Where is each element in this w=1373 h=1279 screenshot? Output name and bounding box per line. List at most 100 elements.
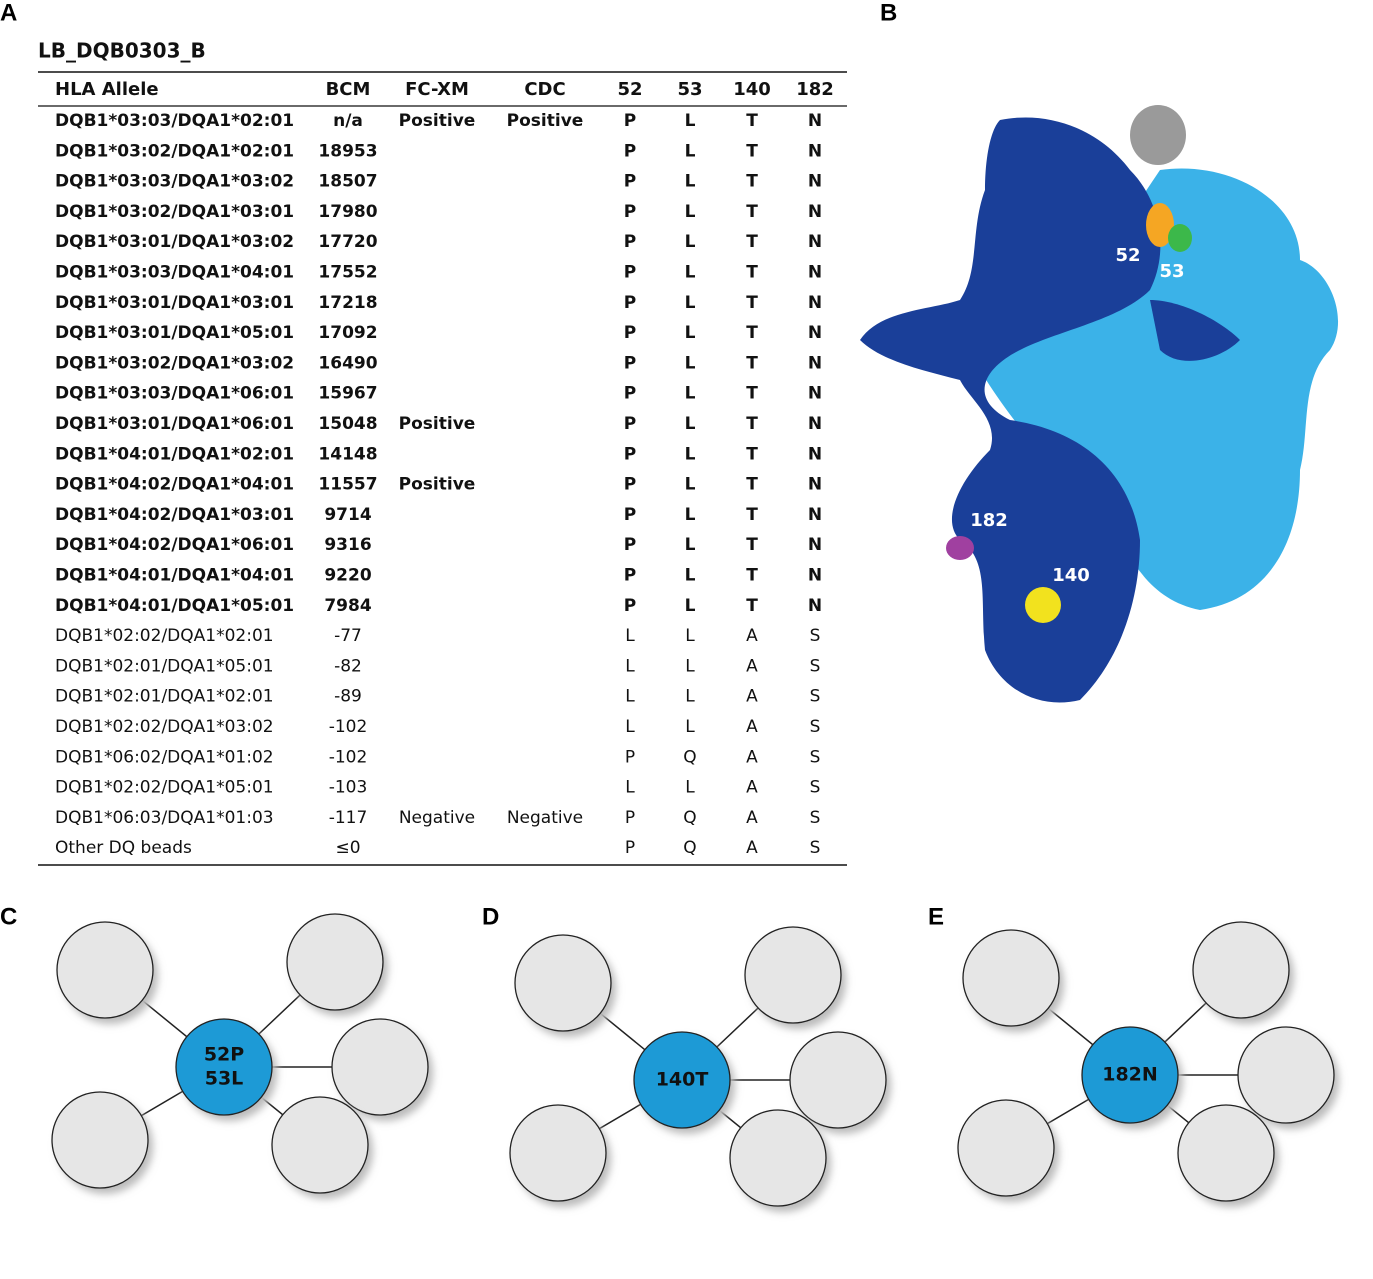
table-cell: Positive	[507, 111, 584, 131]
table-cell: T	[746, 263, 758, 283]
table-cell: DQB1*04:02/DQA1*03:01	[55, 505, 294, 525]
table-cell: Negative	[507, 808, 583, 828]
table-cell: T	[746, 141, 758, 161]
table: HLA Allele BCM FC-XM CDC 52 53 140 182 DQB1*03:0…	[55, 79, 834, 858]
table-cell: Other DQ beads	[55, 838, 192, 858]
table-cell: DQB1*03:02/DQA1*03:02	[55, 353, 294, 373]
center-label: 52P	[204, 1044, 244, 1066]
table-cell: 7984	[324, 596, 371, 616]
table-cell: P	[624, 414, 636, 434]
table-cell: P	[625, 747, 635, 767]
table-cell: A	[746, 778, 758, 798]
residue-182	[946, 536, 974, 560]
table-cell: N	[808, 444, 822, 464]
node	[957, 1099, 1055, 1197]
table-cell: P	[624, 505, 636, 525]
table-cell: L	[685, 414, 696, 434]
residue-label: 140	[1052, 565, 1090, 586]
panel-label: D	[482, 903, 499, 930]
table-cell: T	[746, 535, 758, 555]
chain-dark	[1150, 300, 1240, 361]
table-cell: N	[808, 141, 822, 161]
column-header: 53	[677, 79, 702, 100]
table-cell: L	[685, 626, 695, 646]
center-label: 53L	[205, 1068, 244, 1090]
table-cell: 18507	[318, 172, 377, 192]
table-cell: DQB1*02:01/DQA1*05:01	[55, 656, 274, 676]
table-cell: DQB1*02:02/DQA1*02:01	[55, 626, 274, 646]
table-cell: DQB1*03:03/DQA1*04:01	[55, 263, 294, 283]
table-cell: N	[808, 475, 822, 495]
table-cell: S	[810, 747, 821, 767]
table-cell: L	[685, 384, 696, 404]
table-cell: N	[808, 414, 822, 434]
table-cell: T	[746, 202, 758, 222]
node	[729, 1109, 827, 1207]
table-cell: ≤0	[335, 838, 360, 858]
panel-label: B	[880, 0, 897, 26]
table-cell: P	[624, 202, 636, 222]
ligand	[1130, 105, 1186, 165]
table-cell: 11557	[318, 475, 377, 495]
table-cell: T	[746, 293, 758, 313]
table-cell: P	[624, 596, 636, 616]
protein-structure: 52 53 182 140	[860, 105, 1339, 703]
table-cell: T	[746, 505, 758, 525]
table-cell: T	[746, 596, 758, 616]
node	[962, 929, 1060, 1027]
table-cell: DQB1*04:02/DQA1*04:01	[55, 475, 294, 495]
table-cell: A	[746, 747, 758, 767]
table-cell: P	[624, 263, 636, 283]
table-cell: P	[624, 172, 636, 192]
table-cell: DQB1*04:01/DQA1*04:01	[55, 566, 294, 586]
table-cell: 17218	[318, 293, 377, 313]
table-cell: 17092	[318, 323, 377, 343]
table-cell: L	[685, 717, 695, 737]
residue-label: 53	[1159, 261, 1184, 282]
table-cell: 9714	[324, 505, 371, 525]
table-cell: L	[685, 505, 696, 525]
table-cell: 17720	[318, 232, 377, 252]
table-cell: L	[685, 323, 696, 343]
table-cell: S	[810, 838, 821, 858]
node	[331, 1018, 429, 1116]
panel-label: A	[0, 0, 17, 26]
table-cell: P	[625, 808, 635, 828]
table-cell: A	[746, 808, 758, 828]
table-cell: -103	[329, 778, 368, 798]
table-cell: DQB1*03:03/DQA1*02:01	[55, 111, 294, 131]
table-cell: -89	[334, 687, 362, 707]
table-cell: S	[810, 717, 821, 737]
table-cell: S	[810, 656, 821, 676]
column-header: FC-XM	[405, 79, 469, 100]
table-cell: Positive	[399, 414, 476, 434]
table-cell: P	[624, 293, 636, 313]
residue-label: 52	[1115, 245, 1140, 266]
table-cell: -82	[334, 656, 362, 676]
node	[51, 1091, 149, 1189]
table-cell: N	[808, 232, 822, 252]
residue-140	[1025, 587, 1061, 623]
table-cell: DQB1*03:03/DQA1*06:01	[55, 384, 294, 404]
table-cell: L	[685, 444, 696, 464]
table-cell: S	[810, 626, 821, 646]
table-cell: L	[685, 778, 695, 798]
table-cell: P	[624, 475, 636, 495]
table-cell: T	[746, 566, 758, 586]
table-cell: DQB1*03:01/DQA1*03:02	[55, 232, 294, 252]
table-cell: -102	[329, 717, 368, 737]
residue-52	[1146, 203, 1174, 247]
chain-dark	[860, 117, 1161, 703]
table-cell: T	[746, 172, 758, 192]
table-cell: 17552	[318, 263, 377, 283]
table-cell: L	[685, 535, 696, 555]
table-cell: T	[746, 414, 758, 434]
table-cell: DQB1*02:02/DQA1*05:01	[55, 778, 274, 798]
table-cell: Positive	[399, 111, 476, 131]
table-cell: DQB1*04:02/DQA1*06:01	[55, 535, 294, 555]
table-cell: P	[624, 141, 636, 161]
table-cell: 9220	[324, 566, 371, 586]
residue-label: 182	[970, 510, 1008, 531]
